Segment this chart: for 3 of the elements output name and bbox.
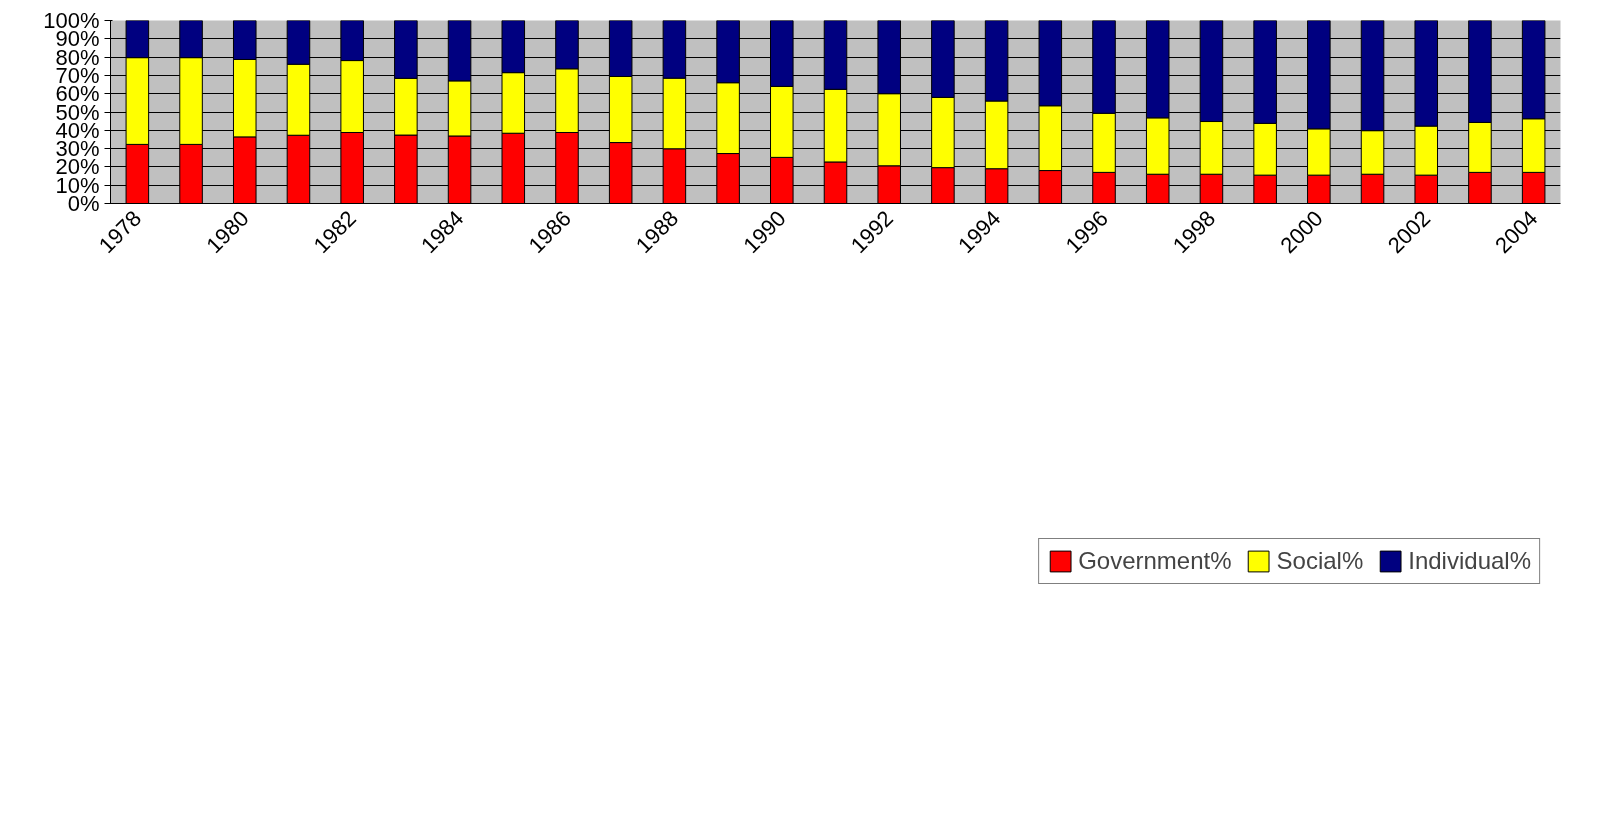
- legend-label: Social%: [1276, 547, 1364, 575]
- legend-label: Individual%: [1408, 547, 1531, 575]
- legend-label: Government%: [1078, 547, 1232, 575]
